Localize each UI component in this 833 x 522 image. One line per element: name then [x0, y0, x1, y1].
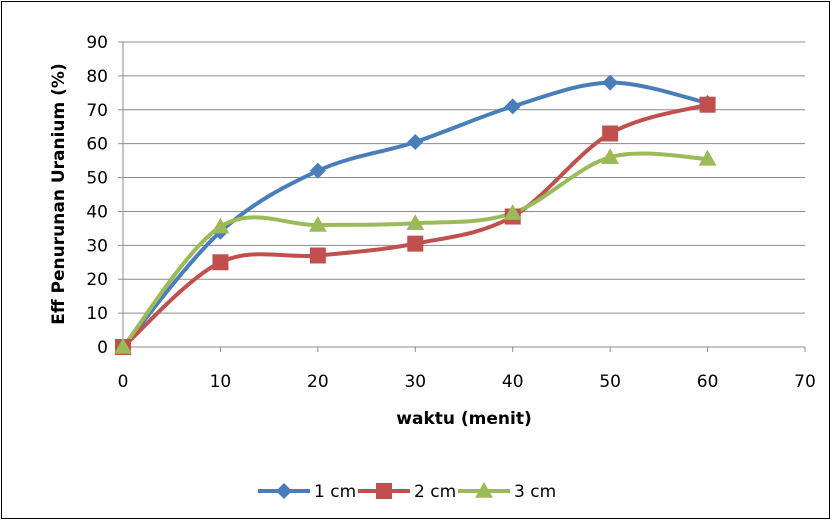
- x-tick-labels: 0 10 20 30 40 50 60 70: [118, 372, 816, 392]
- x-tick-label-0: 0: [118, 372, 129, 392]
- x-tick-label-70: 70: [794, 372, 816, 392]
- series-markers: [114, 74, 717, 355]
- marker-series-2-point-2: [309, 247, 326, 264]
- x-tick-label-60: 60: [697, 372, 719, 392]
- marker-series-2-point-1: [212, 254, 229, 271]
- y-tick-label-20: 20: [86, 270, 108, 290]
- axes: [118, 41, 806, 352]
- x-tick-label-20: 20: [307, 372, 329, 392]
- y-tick-label-50: 50: [86, 169, 108, 189]
- marker-series-3-point-5: [601, 148, 620, 164]
- legend-label-1: 1 cm: [314, 482, 356, 502]
- x-tick-label-30: 30: [404, 372, 426, 392]
- legend-marker-1: [276, 483, 292, 499]
- marker-series-2-point-5: [602, 125, 619, 142]
- y-tick-labels: 0 10 20 30 40 50 60 70 80 90: [86, 33, 108, 358]
- marker-series-1-point-3: [407, 133, 424, 150]
- y-tick-label-90: 90: [86, 33, 108, 53]
- marker-series-1-point-5: [602, 74, 619, 91]
- legend-marker-3: [475, 482, 493, 498]
- y-tick-label-10: 10: [86, 304, 108, 324]
- marker-series-1-point-4: [504, 98, 521, 115]
- y-tick-label-80: 80: [86, 67, 108, 87]
- x-tick-label-10: 10: [210, 372, 232, 392]
- marker-series-3-point-6: [698, 149, 717, 166]
- legend-label-3: 3 cm: [514, 482, 556, 502]
- y-tick-label-30: 30: [86, 236, 108, 256]
- legend: 1 cm 2 cm 3 cm: [258, 482, 556, 502]
- y-tick-label-40: 40: [86, 202, 108, 222]
- legend-marker-2: [376, 483, 392, 499]
- gridlines: [123, 41, 805, 314]
- y-tick-label-60: 60: [86, 135, 108, 155]
- marker-series-3-point-3: [406, 214, 425, 231]
- marker-series-1-point-2: [309, 162, 326, 179]
- x-tick-label-50: 50: [599, 372, 621, 392]
- legend-label-2: 2 cm: [414, 482, 456, 502]
- x-axis-title: waktu (menit): [396, 409, 531, 429]
- marker-series-3-point-4: [503, 204, 522, 220]
- y-tick-label-70: 70: [86, 101, 108, 121]
- marker-series-2-point-3: [407, 235, 424, 252]
- marker-series-3-point-0: [114, 338, 132, 354]
- x-tick-label-40: 40: [502, 372, 524, 392]
- marker-series-2-point-6: [699, 96, 716, 113]
- y-tick-label-0: 0: [97, 338, 108, 358]
- marker-series-3-point-2: [308, 216, 327, 232]
- marker-series-3-point-1: [211, 217, 230, 234]
- y-axis-title: Eff Penurunan Uranium (%): [49, 63, 69, 324]
